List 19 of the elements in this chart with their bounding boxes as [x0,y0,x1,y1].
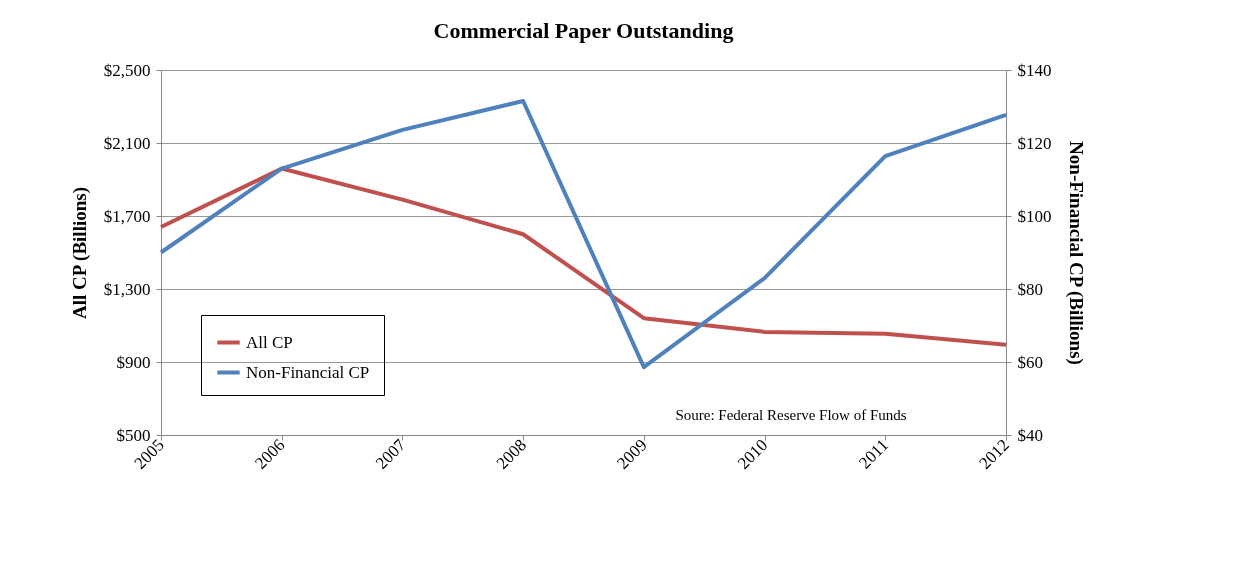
y2-tick-label: $80 [1017,279,1043,299]
y-tick-label: $2,100 [103,133,151,153]
x-tick-label: 2011 [855,435,893,473]
y2-tick-label: $140 [1017,60,1052,80]
legend-label: Non-Financial CP [246,362,370,382]
legend-label: All CP [246,332,293,352]
y-tick-label: $1,700 [103,206,151,226]
chart-title: Commercial Paper Outstanding [433,18,734,43]
y2-tick-label: $60 [1017,352,1043,372]
y-tick-label: $2,500 [103,60,151,80]
line-series [159,166,1008,347]
y-axis-title: All CP (Billions) [68,187,91,319]
y2-tick-label: $100 [1017,206,1052,226]
y2-axis-title: Non-Financial CP (Billions) [1064,141,1087,365]
y-tick-label: $900 [116,352,151,372]
y-tick-label: $1,300 [103,279,151,299]
y2-tick-label: $120 [1017,133,1052,153]
annotation: Soure: Federal Reserve Flow of Funds [675,407,907,423]
y2-tick-label: $40 [1017,425,1043,445]
